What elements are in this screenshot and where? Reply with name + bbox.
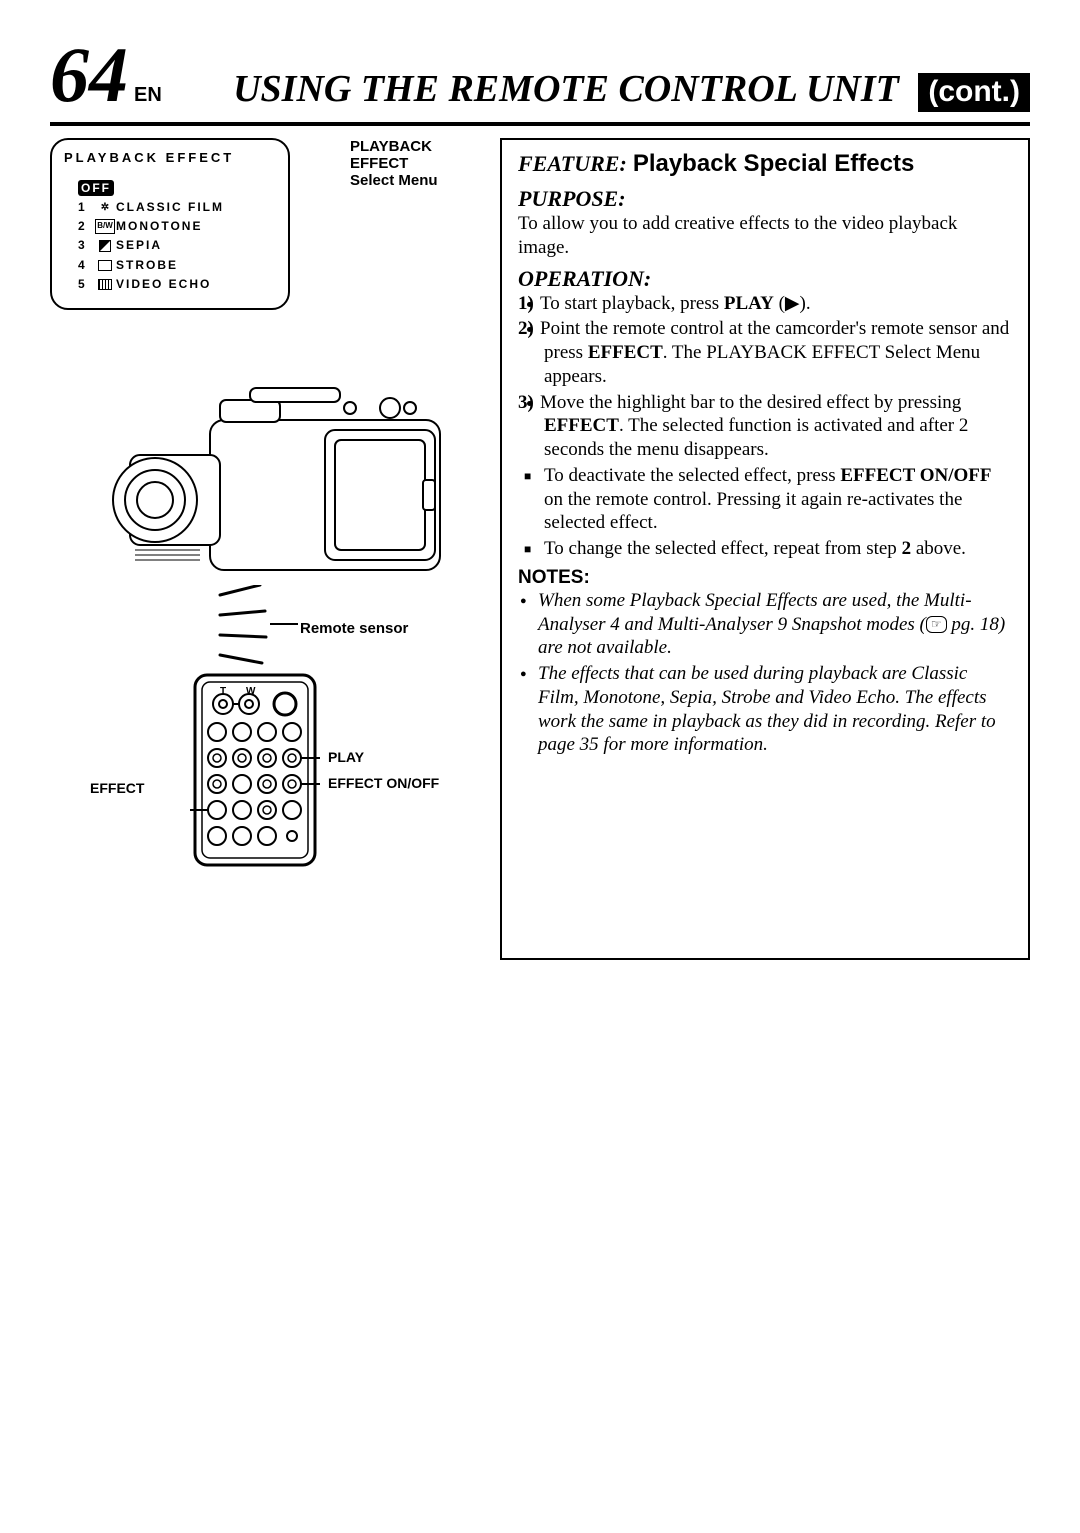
operation-step: 3)Move the highlight bar to the desired … (544, 391, 1012, 462)
remote-sensor-label: Remote sensor (300, 620, 408, 637)
right-column: FEATURE: Playback Special Effects PURPOS… (500, 138, 1030, 960)
illustration-area: Remote sensor T W (50, 360, 490, 960)
purpose-text: To allow you to add creative effects to … (518, 212, 1012, 260)
effect-onoff-label: EFFECT ON/OFF (328, 775, 439, 791)
feature-title: Playback Special Effects (633, 150, 914, 178)
remote-control-illustration: T W (190, 670, 320, 870)
header-title: USING THE REMOTE CONTROL UNIT (cont.) (162, 67, 1030, 111)
menu-item: 3SEPIA (78, 236, 276, 255)
page-number: 64 (50, 30, 128, 120)
camcorder-illustration (100, 360, 460, 620)
feature-row: FEATURE: Playback Special Effects (518, 150, 1012, 178)
notes-list: When some Playback Special Effects are u… (518, 589, 1012, 757)
sensor-lines-icon (190, 585, 310, 675)
operation-step: 2)Point the remote control at the camcor… (544, 317, 1012, 388)
menu-area: PLAYBACK EFFECT OFF 1✲CLASSIC FILM2B/WMO… (50, 138, 490, 310)
operation-bullets: To deactivate the selected effect, press… (518, 464, 1012, 561)
cont-label: (cont.) (918, 73, 1030, 112)
menu-item: 1✲CLASSIC FILM (78, 198, 276, 217)
echo-icon (94, 277, 116, 291)
sepia-icon (94, 239, 116, 253)
menu-item: 5VIDEO ECHO (78, 275, 276, 294)
film-icon: ✲ (94, 201, 116, 215)
operation-bullet: To change the selected effect, repeat fr… (544, 537, 1012, 561)
menu-off: OFF (78, 180, 114, 196)
content: PLAYBACK EFFECT OFF 1✲CLASSIC FILM2B/WMO… (50, 138, 1030, 960)
bw-icon: B/W (94, 220, 116, 234)
operation-label: OPERATION: (518, 266, 1012, 292)
note-item: The effects that can be used during play… (538, 662, 1012, 757)
operation-step: 1)To start playback, press PLAY (▶). (544, 292, 1012, 316)
operation-steps: 1)To start playback, press PLAY (▶).2)Po… (518, 292, 1012, 462)
purpose-label: PURPOSE: (518, 186, 1012, 212)
menu-title: PLAYBACK EFFECT (64, 150, 276, 165)
play-label: PLAY (328, 749, 364, 765)
note-item: When some Playback Special Effects are u… (538, 589, 1012, 660)
header-title-text: USING THE REMOTE CONTROL UNIT (233, 68, 899, 110)
menu-side-label-2: Select Menu (350, 172, 490, 189)
strobe-icon (94, 258, 116, 272)
menu-side-label-1: PLAYBACK EFFECT (350, 138, 490, 172)
left-column: PLAYBACK EFFECT OFF 1✲CLASSIC FILM2B/WMO… (50, 138, 490, 960)
notes-heading: NOTES: (518, 567, 1012, 589)
page-header: 64 EN USING THE REMOTE CONTROL UNIT (con… (50, 30, 1030, 126)
playback-effect-menu: PLAYBACK EFFECT OFF 1✲CLASSIC FILM2B/WMO… (50, 138, 290, 310)
menu-item: 2B/WMONOTONE (78, 217, 276, 236)
menu-side-label: PLAYBACK EFFECT Select Menu (350, 138, 490, 189)
effect-label: EFFECT (90, 780, 144, 796)
menu-item: 4STROBE (78, 256, 276, 275)
feature-label: FEATURE: (518, 151, 627, 177)
lang-label: EN (134, 84, 162, 107)
operation-bullet: To deactivate the selected effect, press… (544, 464, 1012, 535)
